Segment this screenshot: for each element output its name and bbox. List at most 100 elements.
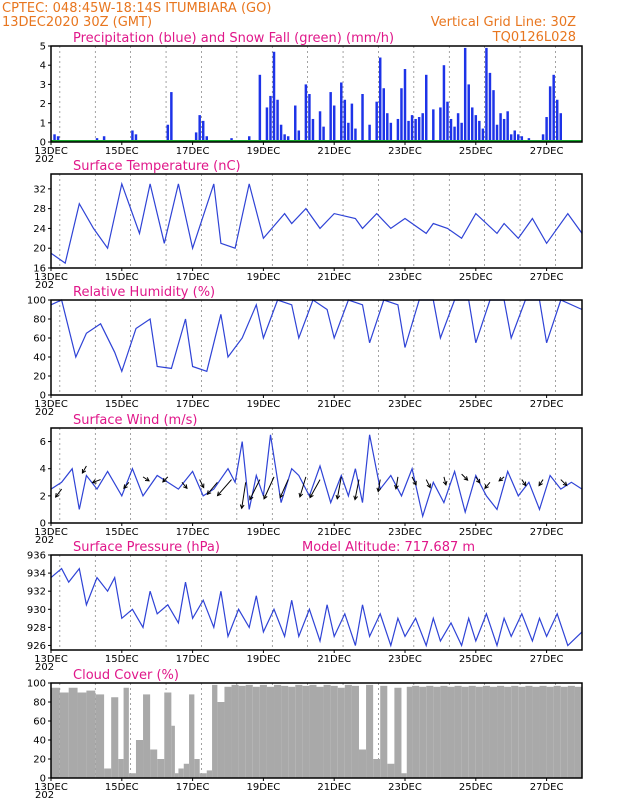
cloud-cover-bar [560,686,568,778]
wind-arrow [81,465,87,474]
precip-bar [340,82,343,142]
cloud-cover-bar [553,685,561,778]
cloud-cover-bar [574,686,582,778]
x-tick-label: 13DEC [34,272,68,283]
cloud-cover-bar [482,685,490,778]
y-tick-label: 16 [33,264,46,275]
precip-bar [506,111,509,142]
cloud-cover-bar [252,686,260,778]
cloud-cover-bar [77,692,87,778]
wind-arrow [199,479,205,489]
cloud-cover-bar [504,686,512,778]
x-tick-label: 13DEC [34,527,68,538]
cloud-panel: Cloud Cover (%) 0 20 40 60 80 100 13DEC 15DEC 17D… [27,668,583,800]
precip-bar [382,88,385,142]
wind-arrow [521,479,527,487]
wind-arrow [425,479,431,489]
precip-bar [471,107,474,142]
wind-arrow [54,488,63,498]
pressure-line [50,567,583,648]
precip-bar [481,128,485,142]
x-year-label: 202 [35,280,54,291]
x-tick-label: 13DEC [34,146,68,157]
precip-bar [396,118,400,142]
y-tick-label: 3 [40,80,46,91]
y-tick-label: 0 [40,774,46,785]
cloud-cover-bar [440,685,448,778]
wind-arrow [538,479,544,487]
x-tick-label: 23DEC [388,272,422,283]
cloud-cover-bar [433,686,441,778]
precip-bar [350,103,354,142]
cloud-cover-bar [511,685,519,778]
cloud-cover-bar [295,684,303,778]
panels: Precipitation (blue) and Snow Fall (gree… [27,31,583,800]
wind-arrow [123,481,130,490]
pressure-panel: Surface Pressure (hPa) Model Altitude: 71… [27,540,583,673]
cloud-cover-bar [518,686,526,778]
wind-arrow [181,481,188,490]
header-line3-right: TQ0126L028 [492,30,576,45]
precip-bar [414,118,417,142]
cloud-cover-bar [95,694,105,778]
precip-bar [442,65,446,142]
precip-bar [198,115,201,142]
x-tick-label: 27DEC [530,272,564,283]
cloud-cover-bar [281,685,289,778]
precip-bar [502,118,506,142]
precip-bar [354,128,357,142]
x-tick-label: 21DEC [317,272,351,283]
precip-bar [272,51,276,143]
wind-panel: Surface Wind (m/s) 0 2 4 6 13DEC 15DEC 17DEC 19D… [34,413,583,546]
cloud-cover-bar [412,685,420,778]
precip-bar [347,122,350,142]
cloud-cover-bar [68,687,78,778]
cloud-cover-bar [387,763,395,778]
cloud-cover-bar [373,759,381,778]
precip-bar [432,109,435,142]
cloud-cover-bar [288,686,296,778]
precip-bar [467,84,470,142]
x-tick-label: 25DEC [459,782,493,793]
x-tick-label: 21DEC [317,399,351,410]
cloud-cover-bar [128,773,136,778]
x-year-label: 202 [35,407,54,418]
x-tick-label: 17DEC [176,399,210,410]
cloud-cover-bar [189,694,195,778]
precip-bar [485,47,488,142]
y-tick-label: 40 [33,353,46,364]
x-tick-label: 27DEC [530,782,564,793]
cloud-cover-bar [309,684,317,778]
x-tick-label: 19DEC [247,782,281,793]
precip-bar [407,120,410,142]
y-tick-label: 32 [33,184,46,195]
wind-arrow [335,476,342,500]
cloud-cover-bar [468,685,476,778]
cloud-cover-bar [366,684,374,778]
y-tick-label: 5 [40,42,46,53]
cloud-cover-bar [426,685,434,778]
cloud-cover-bar [475,686,483,778]
wind-line [50,434,583,519]
cloud-cover-bar [316,686,324,778]
temperature-line [50,181,583,265]
precip-bar [283,134,286,142]
cloud-cover-bar [118,759,124,778]
precip-bar [492,90,495,142]
cloud-title: Cloud Cover (%) [73,668,179,683]
precip-bar [421,113,424,142]
wind-frame [50,427,583,524]
wind-arrow [560,479,568,487]
cloud-cover-bar [567,685,575,778]
cloud-cover-bar [266,686,275,778]
x-tick-label: 27DEC [530,146,564,157]
precip-bar [449,118,453,142]
y-tick-label: 4 [40,61,46,72]
precip-bar [248,136,251,142]
x-tick-label: 25DEC [459,146,493,157]
precip-bar [368,124,371,142]
y-tick-label: 928 [27,623,46,634]
wind-arrow [162,476,169,483]
x-tick-label: 23DEC [388,146,422,157]
precip-bar [286,136,290,142]
